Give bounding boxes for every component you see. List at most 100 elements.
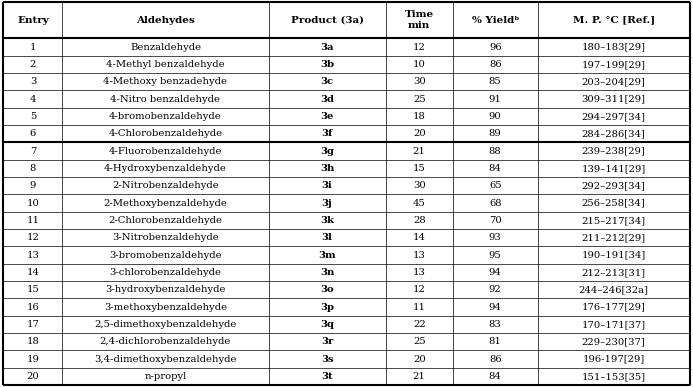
Text: 1: 1 [30, 43, 36, 51]
Text: 3-hydroxybenzaldehyde: 3-hydroxybenzaldehyde [105, 285, 226, 294]
Text: 81: 81 [489, 337, 502, 346]
Text: 3g: 3g [320, 147, 334, 156]
Text: 14: 14 [413, 233, 426, 242]
Text: 90: 90 [489, 112, 502, 121]
Text: 12: 12 [413, 285, 426, 294]
Text: 4: 4 [30, 94, 36, 103]
Text: 15: 15 [26, 285, 40, 294]
Text: 4-bromobenzaldehyde: 4-bromobenzaldehyde [109, 112, 222, 121]
Text: 20: 20 [413, 354, 426, 363]
Text: Aldehydes: Aldehydes [136, 15, 195, 25]
Text: 13: 13 [413, 250, 426, 260]
Text: 10: 10 [413, 60, 426, 69]
Text: 244–246[32a]: 244–246[32a] [579, 285, 649, 294]
Text: 86: 86 [489, 60, 502, 69]
Text: 65: 65 [489, 181, 502, 190]
Text: 4-Nitro benzaldehyde: 4-Nitro benzaldehyde [110, 94, 220, 103]
Text: 96: 96 [489, 43, 502, 51]
Text: Time
min: Time min [405, 10, 434, 30]
Text: 203–204[29]: 203–204[29] [581, 77, 645, 86]
Text: 4-Fluorobenzaldehyde: 4-Fluorobenzaldehyde [109, 147, 222, 156]
Text: 13: 13 [413, 268, 426, 277]
Text: 2-Nitrobenzaldehyde: 2-Nitrobenzaldehyde [112, 181, 219, 190]
Text: 3s: 3s [321, 354, 333, 363]
Text: 3: 3 [30, 77, 36, 86]
Text: 3-chlorobenzaldehyde: 3-chlorobenzaldehyde [109, 268, 222, 277]
Text: 139–141[29]: 139–141[29] [581, 164, 646, 173]
Text: 151–153[35]: 151–153[35] [581, 372, 646, 381]
Text: 22: 22 [413, 320, 426, 329]
Text: 15: 15 [413, 164, 426, 173]
Text: 215–217[34]: 215–217[34] [581, 216, 646, 225]
Text: 3n: 3n [320, 268, 334, 277]
Text: 2: 2 [30, 60, 36, 69]
Text: 89: 89 [489, 129, 502, 138]
Text: 83: 83 [489, 320, 502, 329]
Text: 3p: 3p [320, 303, 334, 312]
Text: 25: 25 [413, 94, 426, 103]
Text: n-propyl: n-propyl [144, 372, 186, 381]
Text: 284–286[34]: 284–286[34] [581, 129, 645, 138]
Text: 94: 94 [489, 303, 502, 312]
Text: 30: 30 [413, 77, 426, 86]
Text: 94: 94 [489, 268, 502, 277]
Text: 4-Chlorobenzaldehyde: 4-Chlorobenzaldehyde [108, 129, 222, 138]
Text: 95: 95 [489, 250, 502, 260]
Text: 292–293[34]: 292–293[34] [581, 181, 645, 190]
Text: 3t: 3t [322, 372, 333, 381]
Text: 13: 13 [26, 250, 40, 260]
Text: 70: 70 [489, 216, 502, 225]
Text: 197–199[29]: 197–199[29] [581, 60, 646, 69]
Text: 229–230[37]: 229–230[37] [581, 337, 645, 346]
Text: 7: 7 [30, 147, 36, 156]
Text: 18: 18 [413, 112, 426, 121]
Text: 3r: 3r [321, 337, 333, 346]
Text: 3m: 3m [318, 250, 336, 260]
Text: 3i: 3i [322, 181, 333, 190]
Text: 3e: 3e [320, 112, 334, 121]
Text: 18: 18 [26, 337, 40, 346]
Text: 3,4-dimethoxybenzaldehyde: 3,4-dimethoxybenzaldehyde [94, 354, 237, 363]
Text: 4-Methyl benzaldehyde: 4-Methyl benzaldehyde [106, 60, 225, 69]
Text: 2-Chlorobenzaldehyde: 2-Chlorobenzaldehyde [109, 216, 222, 225]
Text: 196-197[29]: 196-197[29] [582, 354, 644, 363]
Text: 84: 84 [489, 164, 502, 173]
Text: 3b: 3b [320, 60, 334, 69]
Text: 11: 11 [26, 216, 40, 225]
Text: 3d: 3d [320, 94, 334, 103]
Text: 93: 93 [489, 233, 502, 242]
Text: 20: 20 [26, 372, 40, 381]
Text: 5: 5 [30, 112, 36, 121]
Text: 294–297[34]: 294–297[34] [581, 112, 646, 121]
Text: 10: 10 [26, 199, 40, 207]
Text: 17: 17 [26, 320, 40, 329]
Text: 6: 6 [30, 129, 36, 138]
Text: 3-methoxybenzaldehyde: 3-methoxybenzaldehyde [104, 303, 227, 312]
Text: 239–238[29]: 239–238[29] [581, 147, 645, 156]
Text: % Yieldᵇ: % Yieldᵇ [471, 15, 519, 25]
Text: 3l: 3l [322, 233, 333, 242]
Text: 170–171[37]: 170–171[37] [581, 320, 646, 329]
Text: 3-bromobenzaldehyde: 3-bromobenzaldehyde [109, 250, 222, 260]
Text: 2,5-dimethoxybenzaldehyde: 2,5-dimethoxybenzaldehyde [94, 320, 237, 329]
Text: 3q: 3q [320, 320, 334, 329]
Text: 84: 84 [489, 372, 502, 381]
Text: 309–311[29]: 309–311[29] [581, 94, 646, 103]
Text: 68: 68 [489, 199, 502, 207]
Text: 3c: 3c [321, 77, 333, 86]
Text: 211–212[29]: 211–212[29] [581, 233, 646, 242]
Text: 30: 30 [413, 181, 426, 190]
Text: 190–191[34]: 190–191[34] [581, 250, 646, 260]
Text: Product (3a): Product (3a) [290, 15, 364, 25]
Text: 4-Hydroxybenzaldehyde: 4-Hydroxybenzaldehyde [104, 164, 227, 173]
Text: 12: 12 [26, 233, 40, 242]
Text: 14: 14 [26, 268, 40, 277]
Text: 2,4-dichlorobenzaldehyde: 2,4-dichlorobenzaldehyde [100, 337, 231, 346]
Text: 212–213[31]: 212–213[31] [581, 268, 646, 277]
Text: 3k: 3k [320, 216, 334, 225]
Text: 21: 21 [413, 147, 426, 156]
Text: 92: 92 [489, 285, 502, 294]
Text: 3j: 3j [322, 199, 333, 207]
Text: 19: 19 [26, 354, 40, 363]
Text: 28: 28 [413, 216, 426, 225]
